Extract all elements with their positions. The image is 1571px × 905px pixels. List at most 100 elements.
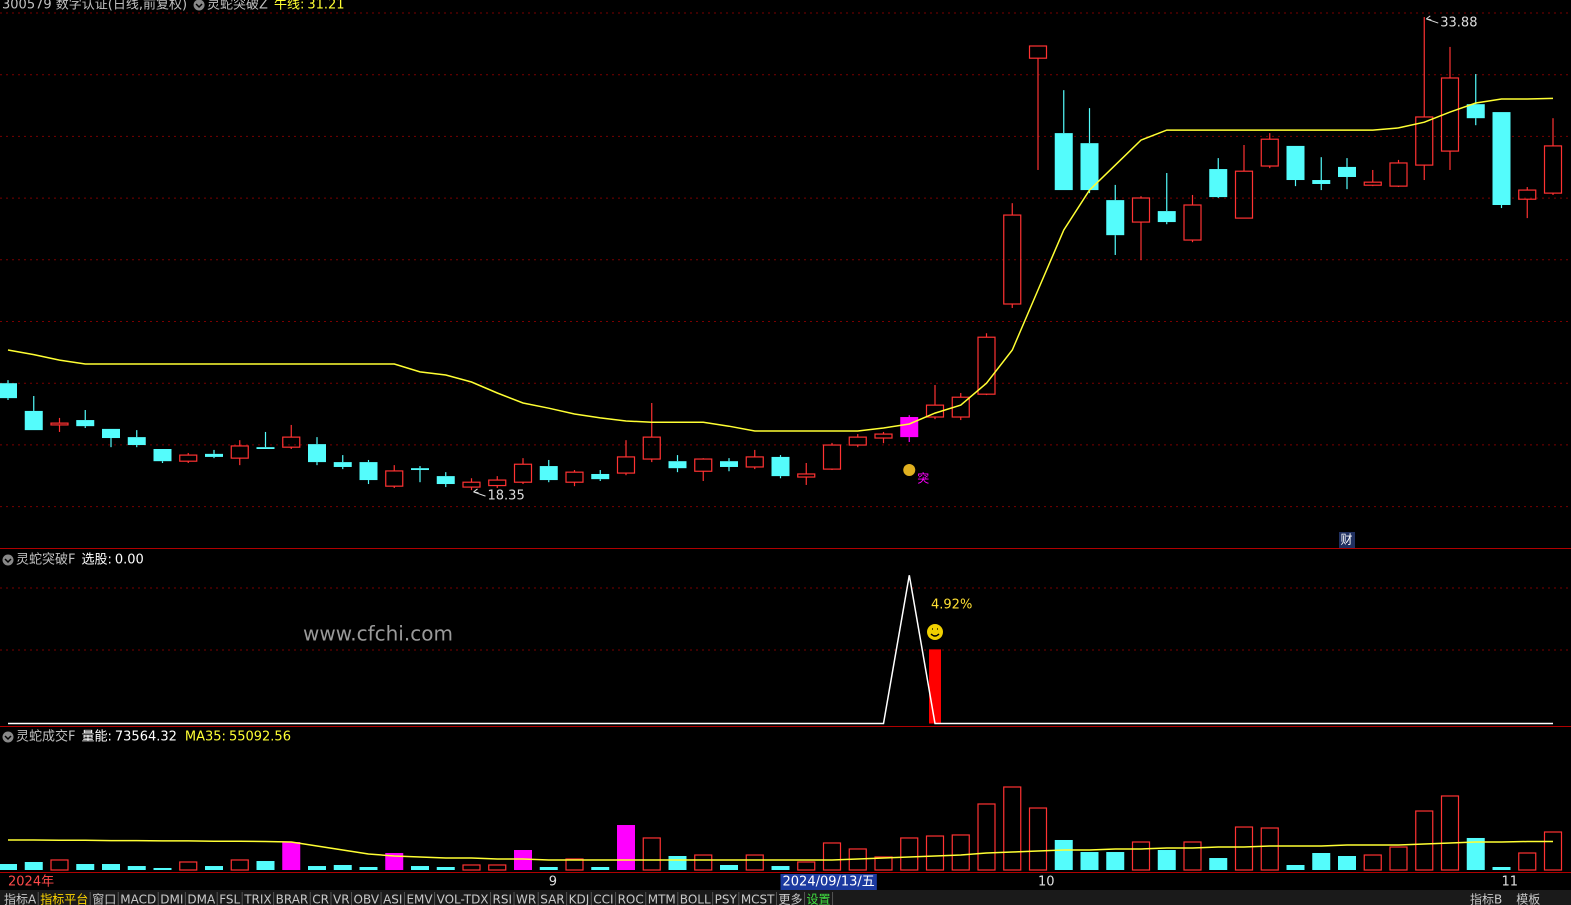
tab[interactable]: VR [333, 893, 350, 905]
volume-bar [488, 864, 507, 871]
candle-body [230, 445, 249, 459]
tab[interactable]: PSY [715, 893, 738, 905]
marker-label: 财 [1341, 533, 1353, 547]
tab[interactable]: ASI [383, 893, 402, 905]
tab[interactable]: DMA [187, 893, 216, 905]
candle-body [1543, 145, 1563, 194]
candle-body [76, 420, 95, 427]
candle-body [359, 462, 378, 481]
header-icon [2, 554, 14, 566]
volume-bar [385, 853, 404, 870]
candle-body [1492, 112, 1511, 206]
candle-body [1028, 45, 1048, 59]
tab[interactable]: 指标平台 [40, 892, 88, 905]
tab[interactable]: 模板 [1516, 893, 1540, 905]
tab[interactable]: RSI [493, 893, 513, 905]
tab[interactable]: KDJ [569, 893, 590, 905]
tab[interactable]: DMI [160, 893, 183, 905]
tab-bar [0, 890, 1571, 905]
candle-body [127, 437, 146, 446]
tab[interactable]: CR [312, 893, 329, 905]
candle-body [1234, 170, 1254, 219]
volume-bar [333, 864, 352, 870]
volume-bar [591, 867, 610, 870]
header-icon [2, 731, 14, 743]
candle-body [616, 456, 636, 474]
tab[interactable]: BRAR [276, 893, 309, 905]
volume-bar [745, 854, 764, 871]
legend-label: MA35: [185, 730, 226, 745]
volume-bar [256, 861, 275, 870]
candle-body [797, 473, 816, 478]
volume-bar [1183, 841, 1202, 871]
tab[interactable]: ROC [618, 893, 644, 905]
volume-bar [359, 867, 378, 870]
candle-body [153, 449, 172, 462]
candle-body [385, 470, 404, 487]
volume-bar [179, 861, 198, 871]
volume-bar [1131, 841, 1151, 871]
volume-bar [822, 842, 842, 871]
candle-body [462, 481, 481, 488]
tab[interactable]: OBV [354, 893, 380, 905]
candle-body [1440, 77, 1460, 152]
tab[interactable]: MTM [648, 893, 676, 905]
candle-body [411, 468, 429, 471]
signal-icon [903, 464, 916, 476]
tab[interactable]: SAR [540, 893, 564, 905]
volume-bar [797, 861, 816, 871]
tab[interactable]: WR [516, 893, 536, 905]
volume-bar [1440, 795, 1460, 871]
volume-bar [951, 834, 970, 871]
volume-bar [1106, 852, 1125, 870]
candle-body [1415, 116, 1434, 166]
series-line [8, 839, 1553, 861]
volume-bar [925, 835, 945, 871]
candle-body [282, 436, 301, 448]
volume-bar [0, 864, 17, 870]
volume-bar [1466, 837, 1485, 870]
volume-bar [720, 864, 738, 870]
candle-body [694, 458, 713, 472]
smiley-face [930, 628, 940, 637]
tab[interactable]: 指标B [1470, 892, 1502, 905]
tab[interactable]: 更多 [779, 893, 803, 905]
tab[interactable]: MCST [741, 893, 775, 905]
candle-body [1106, 200, 1125, 236]
x-tick-label: 2024年 [8, 875, 54, 890]
tab[interactable]: MACD [120, 893, 156, 905]
tab[interactable]: VOL-TDX [437, 893, 489, 905]
volume-bar [1080, 852, 1099, 870]
volume-bar [1260, 827, 1279, 871]
candle-body [900, 417, 919, 438]
x-tick-label: 11 [1502, 875, 1519, 890]
signal-bar [929, 649, 941, 724]
candle-body [179, 454, 198, 462]
tab[interactable]: BOLL [680, 893, 711, 905]
candle-body [24, 410, 43, 431]
candle-body [745, 456, 764, 468]
tab[interactable]: TRIX [243, 893, 271, 905]
tab[interactable]: FSL [219, 893, 240, 905]
tab[interactable]: 指标A [4, 892, 37, 905]
tab[interactable]: CCI [593, 893, 613, 905]
volume-bar [514, 850, 532, 870]
candle-body [1389, 162, 1408, 187]
legend-value: 31.21 [307, 0, 344, 13]
tab[interactable]: 窗口 [92, 893, 116, 905]
candle-body [1338, 166, 1356, 177]
candle-body [771, 456, 790, 477]
candle-body [256, 447, 275, 450]
candle-body [513, 463, 533, 483]
series-line [7, 97, 1554, 432]
candle-body [1054, 133, 1073, 191]
pane-title: 灵蛇突破F [16, 552, 75, 568]
tab[interactable]: EMV [406, 893, 433, 905]
tab[interactable]: 设置 [807, 893, 831, 905]
candle-body [1466, 104, 1485, 119]
extreme-arrow [1425, 15, 1439, 24]
candle-body [205, 453, 223, 457]
volume-bar [1157, 850, 1176, 870]
legend-value: 55092.56 [229, 730, 291, 745]
